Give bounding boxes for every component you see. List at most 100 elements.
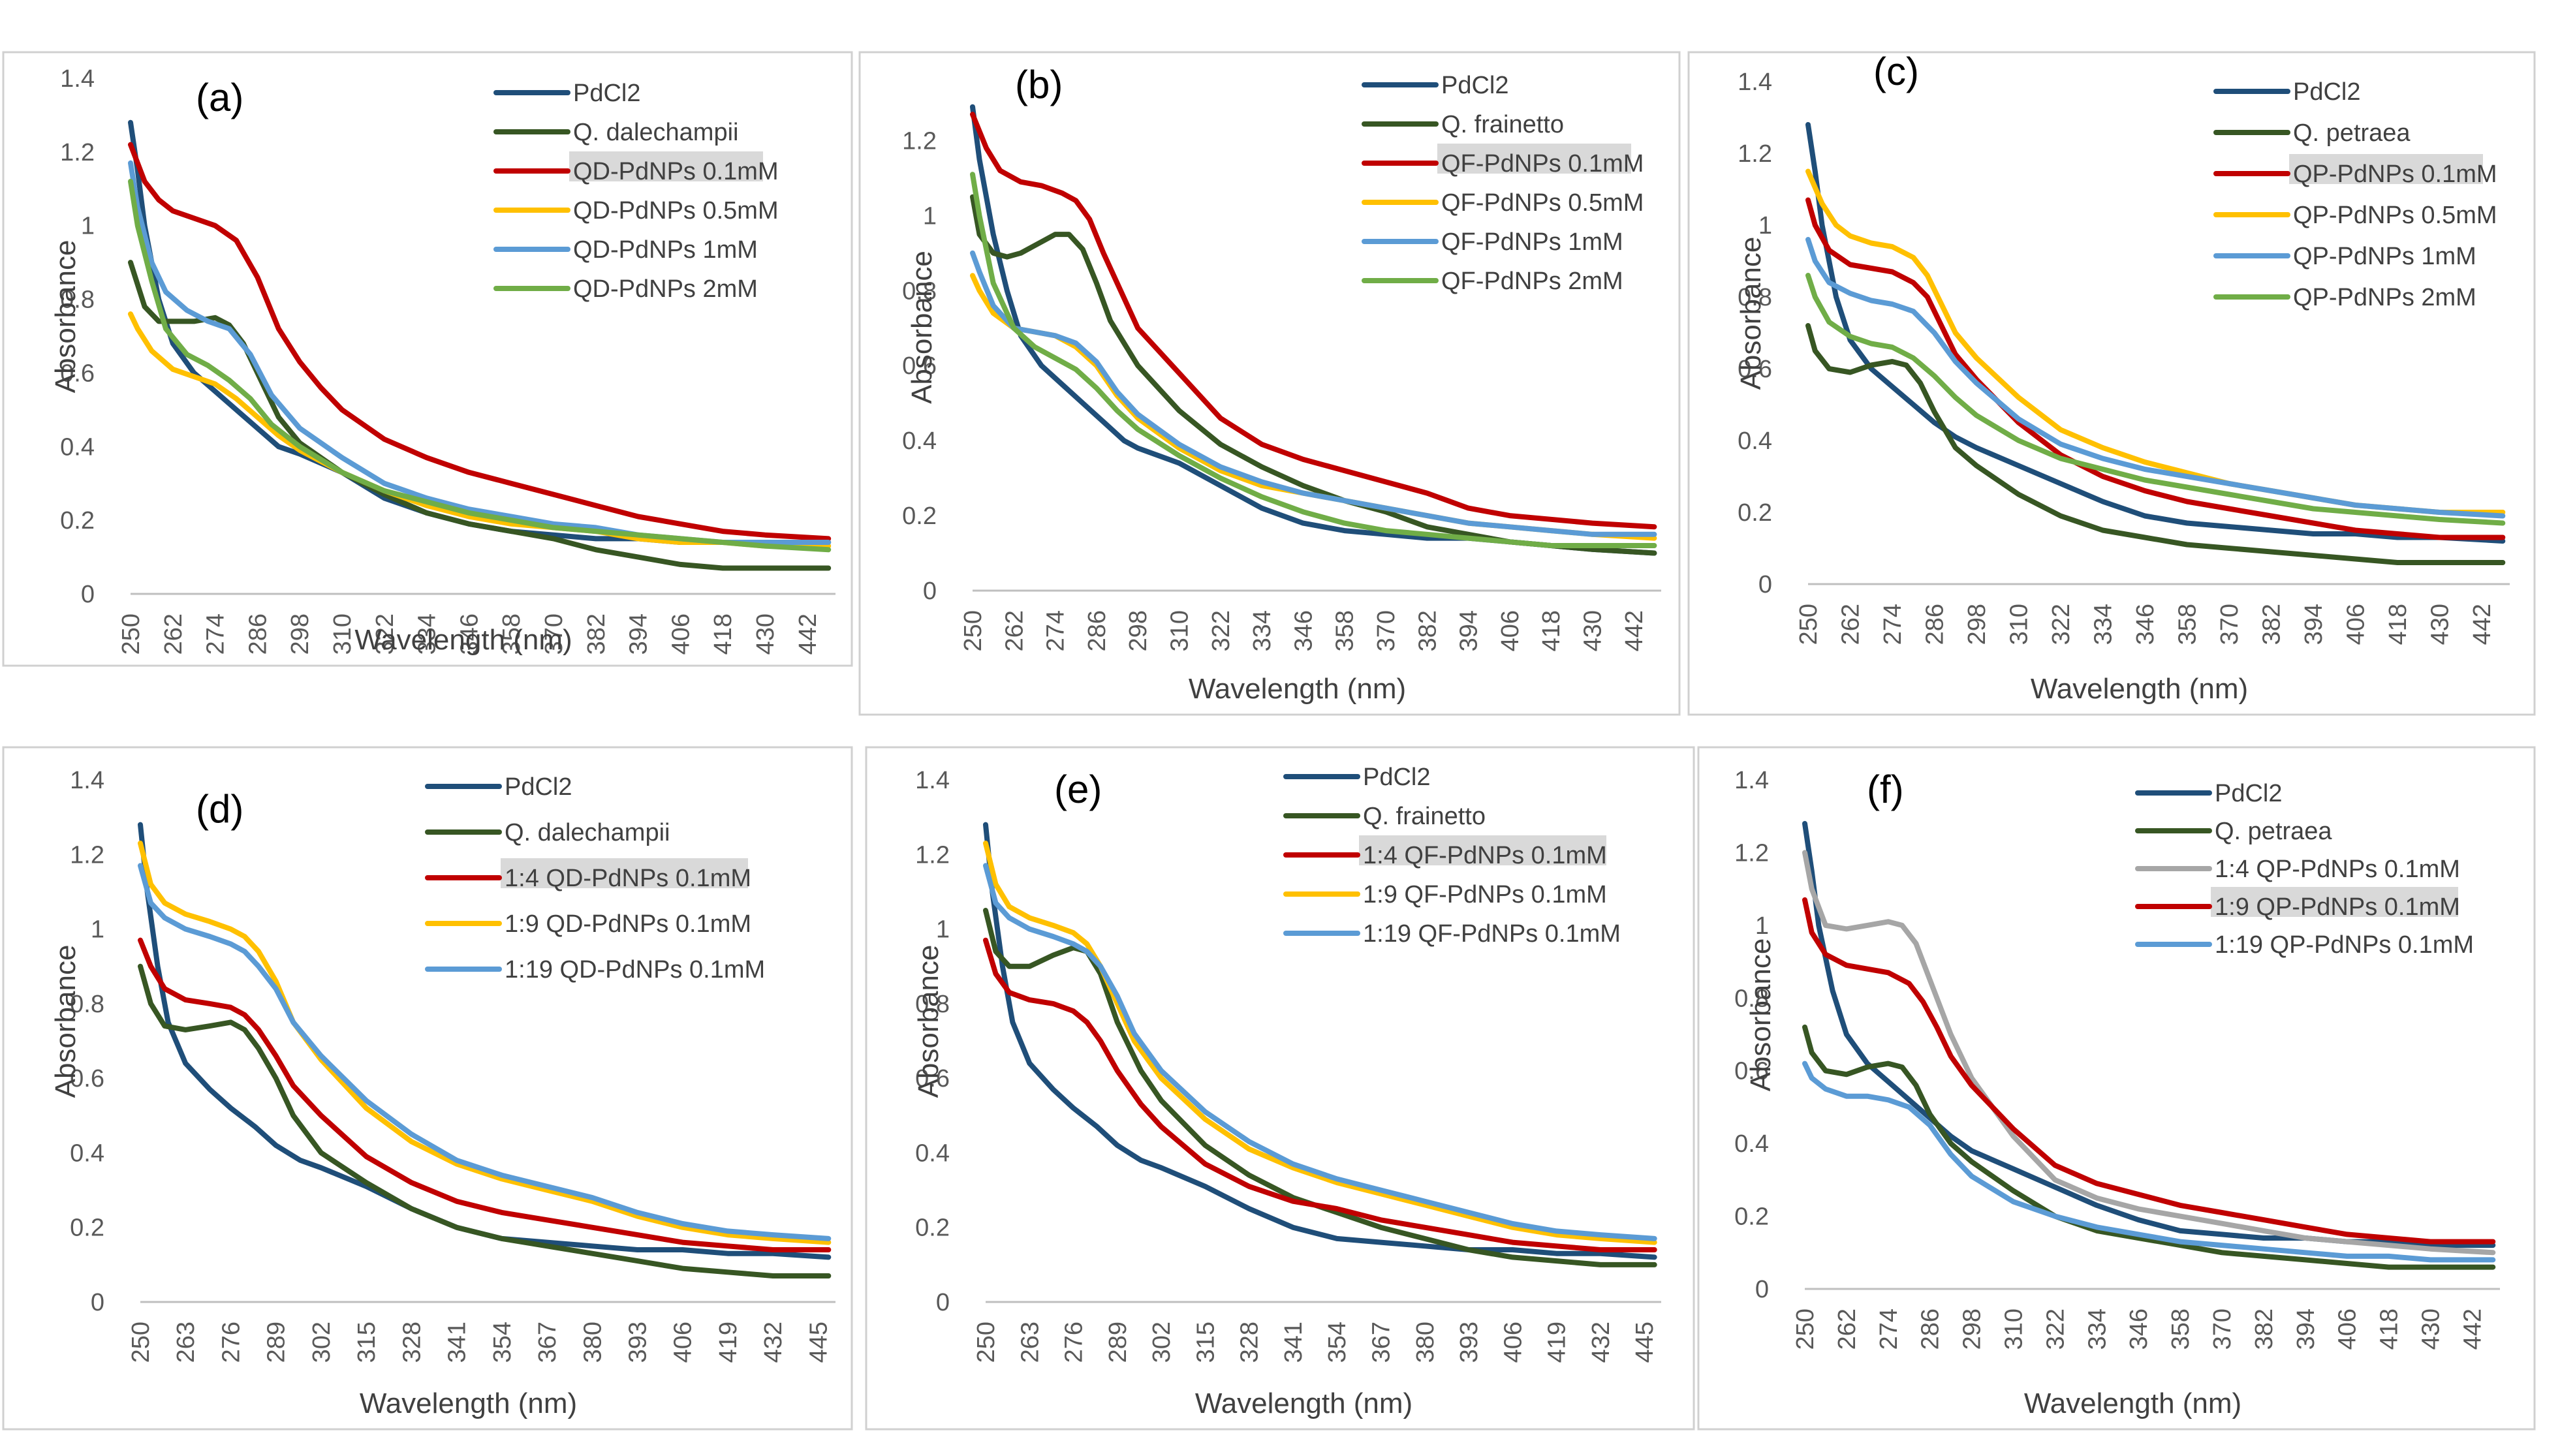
y-tick-label: 0.4 [60, 433, 95, 461]
y-tick-label: 0.2 [1738, 499, 1772, 527]
chart-panel-b: 0 0.2 0.4 0.6 0.8 1 1.2 250 262 274 286 298 310 322 33… [858, 51, 1681, 716]
y-tick-label: 1.2 [1738, 140, 1772, 168]
x-tick-label: 334 [414, 613, 441, 655]
x-tick-label: 430 [752, 613, 779, 655]
x-tick-label: 382 [2258, 604, 2286, 645]
series-line-1 [1805, 323, 2506, 565]
y-tick-label: 1 [1755, 912, 1769, 940]
y-tick-label: 0.8 [902, 277, 937, 305]
x-tick-label: 445 [805, 1322, 832, 1363]
y-axis-title: Absorbance [50, 945, 82, 1098]
y-tick-label: 0.8 [1734, 985, 1769, 1012]
y-tick-label: 0 [81, 581, 95, 608]
x-tick-label: 310 [2006, 604, 2033, 645]
x-tick-label: 310 [2001, 1309, 2028, 1350]
series-line-4 [1802, 1061, 2496, 1263]
x-tick-label: 445 [1631, 1322, 1659, 1363]
legend-highlight [2211, 887, 2458, 917]
x-tick-label: 262 [1837, 604, 1865, 645]
legend-label: Q. petraea [2293, 119, 2411, 147]
series-line-1 [1802, 1024, 2496, 1270]
legend-highlight [1359, 835, 1606, 865]
legend-label: QP-PdNPs 1mM [2293, 243, 2476, 270]
x-tick-label: 322 [2048, 604, 2075, 645]
y-tick-label: 0.2 [915, 1215, 950, 1242]
series-line-3 [1802, 897, 2496, 1245]
legend-highlight [501, 858, 748, 888]
y-tick-label: 1.2 [902, 127, 937, 155]
y-tick-label: 1.2 [1734, 839, 1769, 867]
x-axis-title: Wavelength (nm) [2024, 1387, 2241, 1419]
y-tick-label: 0.4 [915, 1139, 950, 1167]
x-tick-label: 406 [1497, 610, 1524, 651]
x-tick-label: 406 [2343, 604, 2370, 645]
x-tick-label: 406 [667, 613, 695, 655]
y-tick-label: 0.6 [1738, 356, 1772, 383]
x-tick-label: 263 [172, 1322, 200, 1363]
x-tick-label: 442 [2469, 604, 2496, 645]
x-tick-label: 394 [2292, 1309, 2320, 1350]
legend-label: Q. petraea [2215, 818, 2332, 845]
x-tick-label: 310 [329, 613, 356, 655]
x-tick-label: 289 [1104, 1322, 1132, 1363]
y-tick-label: 1 [1758, 212, 1772, 240]
y-tick-label: 0.8 [70, 991, 104, 1018]
chart-panel-c: 0 0.2 0.4 0.6 0.8 1 1.2 1.4 250 262 274 286 298 310 32… [1687, 50, 2536, 716]
y-tick-label: 0.4 [1738, 427, 1772, 455]
x-tick-label: 302 [1148, 1322, 1176, 1363]
x-tick-label: 274 [202, 613, 230, 655]
series-line-0 [138, 822, 832, 1260]
y-tick-label: 0 [1758, 571, 1772, 598]
x-tick-label: 419 [715, 1322, 742, 1363]
y-tick-label: 1.4 [915, 767, 950, 794]
x-tick-label: 346 [456, 613, 483, 655]
x-tick-label: 430 [2427, 604, 2454, 645]
x-tick-label: 393 [1456, 1322, 1483, 1363]
x-tick-label: 250 [117, 613, 145, 655]
x-tick-label: 274 [1042, 610, 1070, 651]
x-tick-label: 418 [1538, 610, 1565, 651]
series-line-5 [1805, 273, 2506, 526]
x-tick-label: 380 [1412, 1322, 1439, 1363]
x-axis-title: Wavelength (nm) [360, 1387, 577, 1419]
x-tick-label: 358 [498, 613, 525, 655]
x-tick-label: 322 [2042, 1309, 2069, 1350]
x-tick-label: 274 [1879, 604, 1907, 645]
x-tick-label: 370 [2216, 604, 2243, 645]
y-axis-title: Absorbance [906, 251, 938, 404]
legend-label: 1:9 QD-PdNPs 0.1mM [505, 910, 751, 938]
y-tick-label: 1 [936, 916, 950, 944]
x-tick-label: 334 [1249, 610, 1276, 651]
x-tick-label: 418 [2376, 1309, 2403, 1350]
x-tick-label: 250 [1795, 604, 1822, 645]
x-tick-label: 442 [1621, 610, 1648, 651]
y-tick-label: 0.6 [70, 1065, 104, 1092]
x-tick-label: 286 [244, 613, 272, 655]
x-tick-label: 393 [624, 1322, 651, 1363]
x-tick-label: 442 [2459, 1309, 2486, 1350]
x-tick-label: 334 [2090, 604, 2117, 645]
x-tick-label: 276 [1061, 1322, 1088, 1363]
legend-label: QF-PdNPs 2mM [1441, 268, 1623, 295]
y-tick-label: 0 [91, 1289, 104, 1316]
legend-label: PdCl2 [505, 773, 572, 801]
x-tick-label: 250 [973, 1322, 1000, 1363]
x-tick-label: 250 [127, 1322, 155, 1363]
x-tick-label: 418 [2384, 604, 2412, 645]
x-tick-label: 328 [1236, 1322, 1264, 1363]
panel-letter: (c) [1873, 50, 1919, 93]
y-tick-label: 1 [923, 202, 937, 230]
x-tick-label: 370 [1373, 610, 1400, 651]
x-tick-label: 370 [2209, 1309, 2236, 1350]
legend-label: QF-PdNPs 0.1mM [1441, 150, 1644, 178]
legend-label: 1:4 QF-PdNPs 0.1mM [1363, 842, 1607, 869]
series-line-2 [970, 112, 1657, 530]
x-axis-title: Wavelength (nm) [2031, 673, 2248, 705]
x-tick-label: 370 [540, 613, 568, 655]
y-tick-label: 0.4 [902, 427, 937, 455]
x-tick-label: 341 [444, 1322, 471, 1363]
y-tick-label: 0.6 [915, 1065, 950, 1092]
y-tick-label: 1 [91, 916, 104, 944]
y-tick-label: 0 [936, 1289, 950, 1316]
